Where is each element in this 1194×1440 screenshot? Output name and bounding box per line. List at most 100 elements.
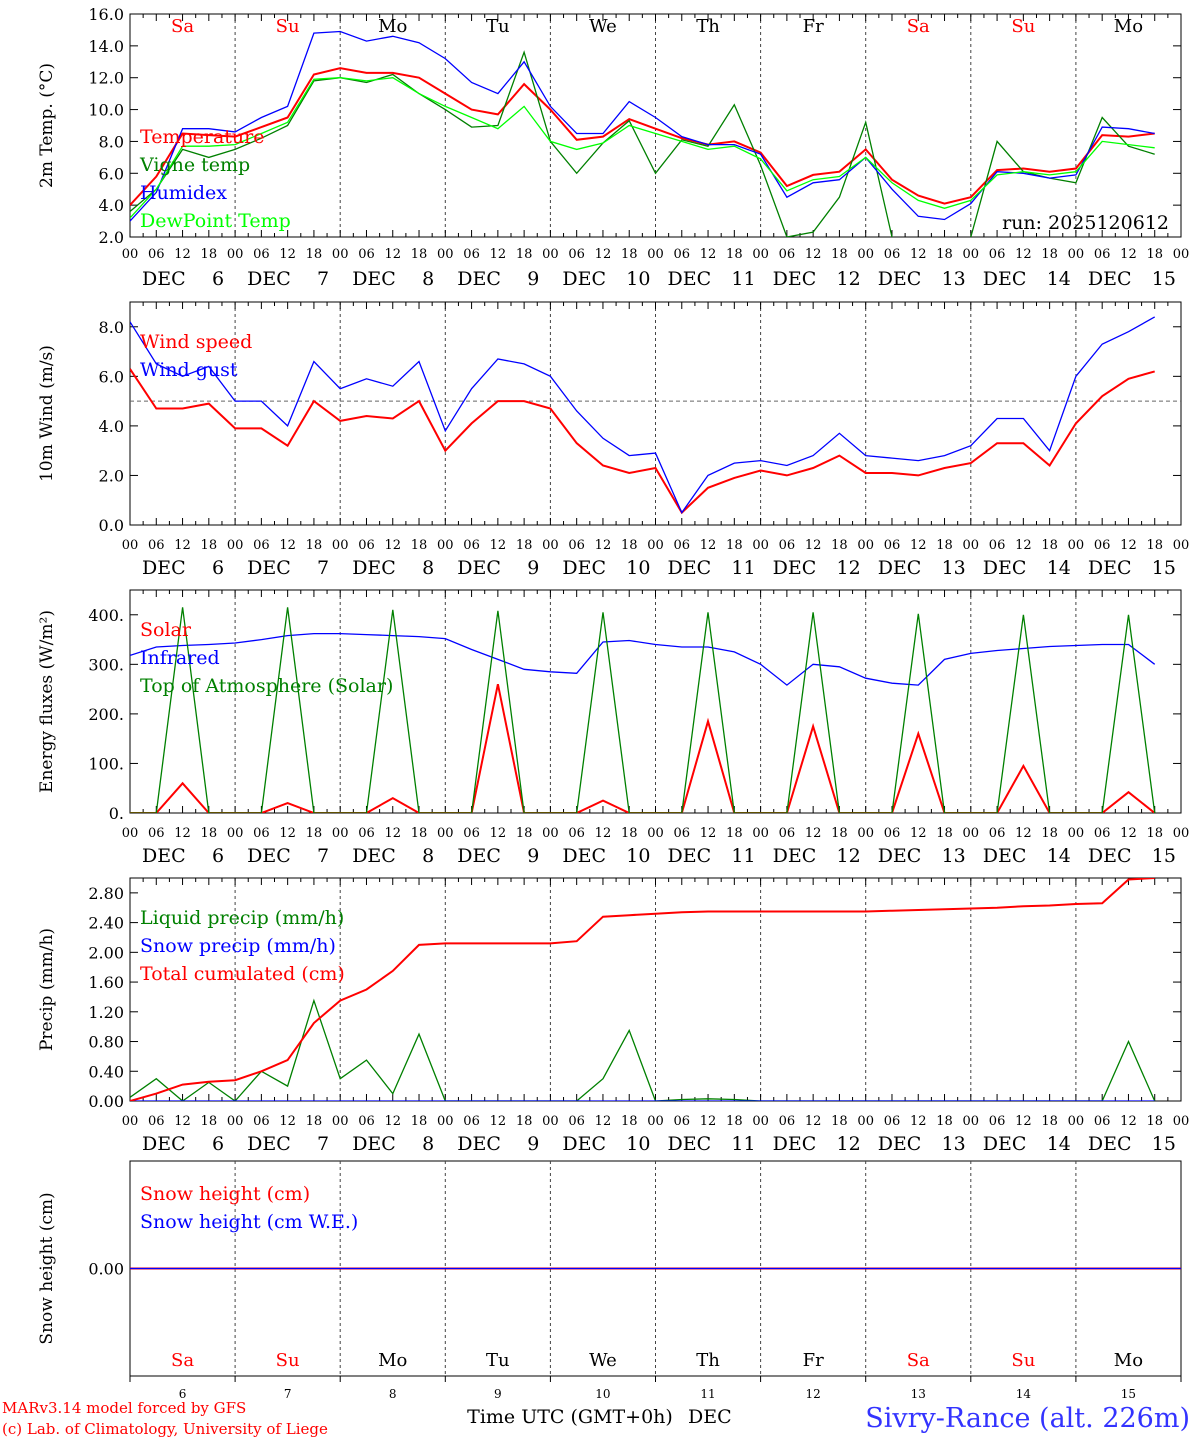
hour-label: 06 <box>1094 826 1111 841</box>
panel-frame <box>129 589 1182 814</box>
hour-label: 12 <box>805 538 822 553</box>
legend-entry: Vigne temp <box>139 154 250 176</box>
hour-label: 12 <box>595 538 612 553</box>
hour-label: 12 <box>1120 826 1137 841</box>
series-line-wind-gust <box>130 316 1156 514</box>
hour-label: 00 <box>963 538 980 553</box>
hour-label: 18 <box>201 1114 218 1129</box>
date-number: 13 <box>911 1387 926 1401</box>
date-day-label: 6 <box>212 557 224 579</box>
hour-label: 12 <box>490 538 507 553</box>
day-abbrev: Sa <box>907 1350 930 1371</box>
date-month-label: DEC <box>352 268 396 290</box>
series-line-solar <box>130 683 1156 813</box>
hour-label: 00 <box>752 826 769 841</box>
date-month-label: DEC <box>142 557 186 579</box>
day-abbrev: Sa <box>171 1350 194 1371</box>
hour-label: 12 <box>700 538 717 553</box>
day-abbrev: We <box>589 1350 617 1371</box>
y-axis-label: 10m Wind (m/s) <box>37 345 57 482</box>
hour-label: 00 <box>647 826 664 841</box>
hour-label: 00 <box>963 826 980 841</box>
y-tick-label: 0.0 <box>99 516 124 535</box>
date-month-label: DEC <box>668 1133 712 1155</box>
date-number: 6 <box>179 1387 187 1401</box>
date-day-label: 14 <box>1047 268 1071 290</box>
hour-label: 06 <box>253 247 270 262</box>
hour-label: 12 <box>700 826 717 841</box>
date-month-label: DEC <box>247 268 291 290</box>
date-day-label: 13 <box>942 557 966 579</box>
hour-label: 00 <box>752 538 769 553</box>
date-month-label: DEC <box>562 1133 606 1155</box>
y-tick-label: 2.80 <box>88 884 124 903</box>
date-month-label: DEC <box>878 268 922 290</box>
y-tick-label: 0.80 <box>88 1033 124 1052</box>
date-day-label: 6 <box>212 268 224 290</box>
y-tick-label: 1.20 <box>88 1003 124 1022</box>
y-tick-label: 16.0 <box>88 5 124 24</box>
hour-label: 06 <box>253 538 270 553</box>
hour-label: 06 <box>358 247 375 262</box>
hour-label: 00 <box>542 1114 559 1129</box>
hour-label: 18 <box>1041 1114 1058 1129</box>
legend-entry: Solar <box>140 619 192 641</box>
hour-label: 18 <box>516 538 533 553</box>
hour-label: 12 <box>595 247 612 262</box>
hour-label: 06 <box>148 247 165 262</box>
hour-label: 12 <box>384 826 401 841</box>
hour-label: 00 <box>437 1114 454 1129</box>
date-day-label: 7 <box>317 557 329 579</box>
legend-entry: Top of Atmosphere (Solar) <box>140 675 393 697</box>
date-day-label: 15 <box>1152 845 1176 867</box>
hour-label: 18 <box>516 247 533 262</box>
day-abbrev: Mo <box>378 16 407 37</box>
hour-label: 12 <box>490 247 507 262</box>
series-line-dewpoint-temp <box>130 77 1155 219</box>
hour-label: 00 <box>542 538 559 553</box>
hour-label: 00 <box>1173 538 1190 553</box>
hour-label: 00 <box>122 1114 139 1129</box>
date-month-label: DEC <box>668 268 712 290</box>
hour-label: 00 <box>227 247 244 262</box>
hour-label: 06 <box>779 1114 796 1129</box>
date-month-label: DEC <box>457 557 501 579</box>
hour-label: 06 <box>989 247 1006 262</box>
panel-temperature: 2.0 4.0 6.0 8.0 10.0 12.0 14.0 16.0 2m Temp. (°C… <box>37 5 1189 290</box>
hour-label: 00 <box>647 538 664 553</box>
hour-label: 00 <box>963 1114 980 1129</box>
footer: MARv3.14 model forced by GFS (c) Lab. of… <box>2 1399 1190 1438</box>
hour-label: 00 <box>437 247 454 262</box>
hour-label: 18 <box>621 538 638 553</box>
legend-entry: Snow precip (mm/h) <box>140 935 336 957</box>
hour-label: 06 <box>358 826 375 841</box>
hour-label: 18 <box>726 247 743 262</box>
hour-label: 00 <box>122 247 139 262</box>
date-month-label: DEC <box>352 557 396 579</box>
hour-label: 06 <box>989 538 1006 553</box>
hour-label: 06 <box>358 1114 375 1129</box>
date-day-label: 13 <box>942 1133 966 1155</box>
date-month-label: DEC <box>773 557 817 579</box>
hour-label: 12 <box>490 1114 507 1129</box>
day-abbrev: Sa <box>171 16 194 37</box>
legend-entry: Temperature <box>140 126 264 148</box>
hour-label: 06 <box>779 538 796 553</box>
hour-label: 18 <box>306 1114 323 1129</box>
date-month-label: DEC <box>878 1133 922 1155</box>
series-group <box>130 316 1156 515</box>
hour-label: 18 <box>1146 1114 1163 1129</box>
day-abbrev: Th <box>696 16 720 37</box>
y-tick-label: 0.00 <box>88 1092 124 1111</box>
hour-label: 06 <box>674 247 691 262</box>
y-tick-label: 2.40 <box>88 914 124 933</box>
y-tick-label: 10.0 <box>88 101 124 120</box>
date-number: 15 <box>1121 1387 1136 1401</box>
hour-label: 18 <box>1146 247 1163 262</box>
hour-label: 06 <box>148 538 165 553</box>
hour-label: 00 <box>647 1114 664 1129</box>
day-abbrev: Tu <box>486 1350 510 1371</box>
date-day-label: 11 <box>731 268 755 290</box>
day-abbrev: Mo <box>1114 1350 1143 1371</box>
hour-label: 00 <box>1173 247 1190 262</box>
